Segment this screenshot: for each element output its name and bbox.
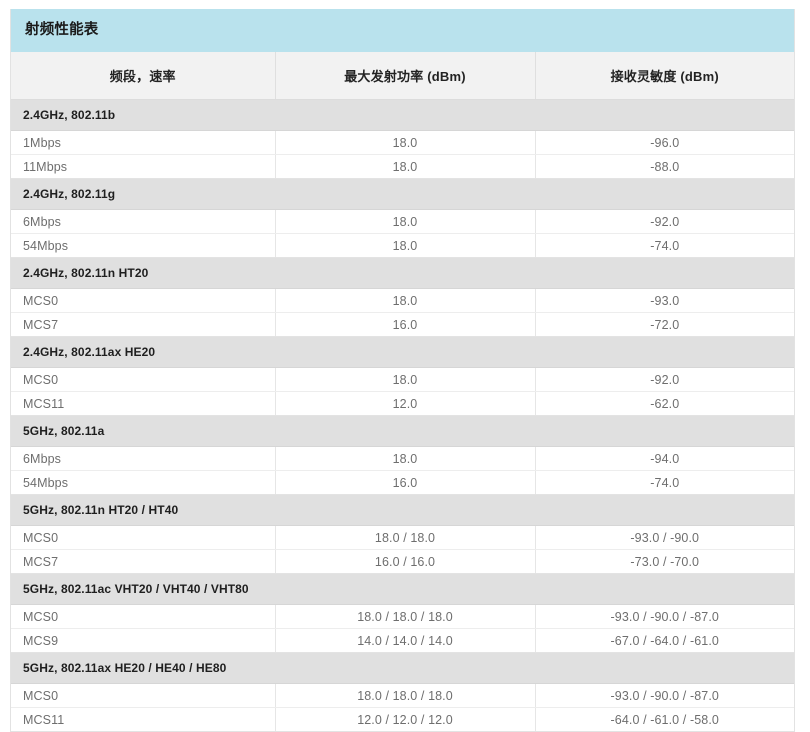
- column-header-max-tx-power: 最大发射功率 (dBm): [275, 52, 536, 100]
- column-header-band-rate: 频段，速率: [11, 52, 276, 100]
- cell-max-tx-power: 18.0 / 18.0: [275, 525, 536, 550]
- table-row: 1Mbps 18.0 -96.0: [11, 130, 794, 155]
- table-row: 54Mbps 16.0 -74.0: [11, 470, 794, 495]
- table-group-row: 2.4GHz, 802.11n HT20: [11, 257, 794, 289]
- cell-band-rate: MCS0: [11, 288, 276, 313]
- table-row: 11Mbps 18.0 -88.0: [11, 154, 794, 179]
- cell-band-rate: MCS7: [11, 549, 276, 574]
- cell-max-tx-power: 12.0 / 12.0 / 12.0: [275, 707, 536, 732]
- cell-max-tx-power: 16.0 / 16.0: [275, 549, 536, 574]
- table-group-row: 2.4GHz, 802.11ax HE20: [11, 336, 794, 368]
- table-row: MCS0 18.0 -92.0: [11, 367, 794, 392]
- table-group-label: 5GHz, 802.11ac VHT20 / VHT40 / VHT80: [11, 573, 794, 605]
- cell-band-rate: MCS7: [11, 312, 276, 337]
- table-group-row: 5GHz, 802.11ac VHT20 / VHT40 / VHT80: [11, 573, 794, 605]
- cell-max-tx-power: 18.0: [275, 446, 536, 471]
- cell-max-tx-power: 18.0 / 18.0 / 18.0: [275, 683, 536, 708]
- table-row: MCS7 16.0 -72.0: [11, 312, 794, 337]
- column-header-rx-sensitivity: 接收灵敏度 (dBm): [535, 52, 794, 100]
- cell-band-rate: 54Mbps: [11, 470, 276, 495]
- cell-rx-sensitivity: -72.0: [535, 312, 794, 337]
- cell-rx-sensitivity: -94.0: [535, 446, 794, 471]
- table-row: MCS0 18.0 / 18.0 / 18.0 -93.0 / -90.0 / -8…: [11, 683, 794, 708]
- cell-max-tx-power: 18.0: [275, 209, 536, 234]
- cell-max-tx-power: 16.0: [275, 470, 536, 495]
- table-group-row: 5GHz, 802.11ax HE20 / HE40 / HE80: [11, 652, 794, 684]
- table-group-row: 5GHz, 802.11a: [11, 415, 794, 447]
- cell-band-rate: 11Mbps: [11, 154, 276, 179]
- cell-max-tx-power: 18.0: [275, 233, 536, 258]
- table-row: MCS0 18.0 / 18.0 -93.0 / -90.0: [11, 525, 794, 550]
- table-body: 2.4GHz, 802.11b 1Mbps 18.0 -96.0 11Mbps 18.0-…: [11, 99, 794, 732]
- table-row: 54Mbps 18.0 -74.0: [11, 233, 794, 258]
- table-group-label: 5GHz, 802.11n HT20 / HT40: [11, 494, 794, 526]
- cell-rx-sensitivity: -93.0 / -90.0 / -87.0: [535, 683, 794, 708]
- cell-band-rate: MCS11: [11, 391, 276, 416]
- table-group-label: 2.4GHz, 802.11b: [11, 99, 794, 131]
- table-group-row: 2.4GHz, 802.11b: [11, 99, 794, 131]
- cell-band-rate: MCS11: [11, 707, 276, 732]
- cell-rx-sensitivity: -92.0: [535, 209, 794, 234]
- panel-title: 射频性能表: [11, 9, 794, 52]
- cell-max-tx-power: 18.0: [275, 154, 536, 179]
- cell-rx-sensitivity: -93.0 / -90.0: [535, 525, 794, 550]
- table-group-label: 2.4GHz, 802.11g: [11, 178, 794, 210]
- table-group-label: 5GHz, 802.11ax HE20 / HE40 / HE80: [11, 652, 794, 684]
- rf-performance-table: 频段，速率 最大发射功率 (dBm) 接收灵敏度 (dBm) 2.4GHz, 8…: [11, 52, 794, 732]
- table-group-label: 5GHz, 802.11a: [11, 415, 794, 447]
- cell-band-rate: 6Mbps: [11, 446, 276, 471]
- cell-rx-sensitivity: -88.0: [535, 154, 794, 179]
- cell-max-tx-power: 18.0: [275, 288, 536, 313]
- table-header: 频段，速率 最大发射功率 (dBm) 接收灵敏度 (dBm): [11, 52, 794, 100]
- table-group-label: 2.4GHz, 802.11n HT20: [11, 257, 794, 289]
- cell-band-rate: 54Mbps: [11, 233, 276, 258]
- cell-max-tx-power: 18.0 / 18.0 / 18.0: [275, 604, 536, 629]
- cell-max-tx-power: 18.0: [275, 130, 536, 155]
- cell-band-rate: 6Mbps: [11, 209, 276, 234]
- table-row: MCS9 14.0 / 14.0 / 14.0 -67.0 / -64.0 / -6…: [11, 628, 794, 653]
- table-row: MCS11 12.0 / 12.0 / 12.0 -64.0 / -61.0 / -…: [11, 707, 794, 732]
- cell-rx-sensitivity: -93.0 / -90.0 / -87.0: [535, 604, 794, 629]
- cell-max-tx-power: 18.0: [275, 367, 536, 392]
- cell-band-rate: MCS0: [11, 604, 276, 629]
- table-group-label: 2.4GHz, 802.11ax HE20: [11, 336, 794, 368]
- cell-band-rate: MCS0: [11, 525, 276, 550]
- table-group-row: 5GHz, 802.11n HT20 / HT40: [11, 494, 794, 526]
- rf-performance-panel: 射频性能表 频段，速率 最大发射功率 (dBm) 接收灵敏度 (dBm) 2.4…: [10, 9, 795, 732]
- cell-rx-sensitivity: -96.0: [535, 130, 794, 155]
- cell-band-rate: MCS0: [11, 683, 276, 708]
- cell-rx-sensitivity: -62.0: [535, 391, 794, 416]
- table-row: 6Mbps 18.0 -94.0: [11, 446, 794, 471]
- cell-band-rate: MCS9: [11, 628, 276, 653]
- table-group-row: 2.4GHz, 802.11g: [11, 178, 794, 210]
- cell-max-tx-power: 12.0: [275, 391, 536, 416]
- cell-rx-sensitivity: -64.0 / -61.0 / -58.0: [535, 707, 794, 732]
- cell-rx-sensitivity: -74.0: [535, 233, 794, 258]
- cell-rx-sensitivity: -67.0 / -64.0 / -61.0: [535, 628, 794, 653]
- cell-rx-sensitivity: -92.0: [535, 367, 794, 392]
- table-header-row: 频段，速率 最大发射功率 (dBm) 接收灵敏度 (dBm): [11, 52, 794, 100]
- cell-rx-sensitivity: -93.0: [535, 288, 794, 313]
- cell-rx-sensitivity: -74.0: [535, 470, 794, 495]
- table-row: MCS11 12.0 -62.0: [11, 391, 794, 416]
- cell-band-rate: 1Mbps: [11, 130, 276, 155]
- cell-band-rate: MCS0: [11, 367, 276, 392]
- cell-max-tx-power: 14.0 / 14.0 / 14.0: [275, 628, 536, 653]
- table-row: MCS0 18.0 -93.0: [11, 288, 794, 313]
- table-row: 6Mbps 18.0 -92.0: [11, 209, 794, 234]
- cell-max-tx-power: 16.0: [275, 312, 536, 337]
- table-row: MCS0 18.0 / 18.0 / 18.0 -93.0 / -90.0 / -8…: [11, 604, 794, 629]
- cell-rx-sensitivity: -73.0 / -70.0: [535, 549, 794, 574]
- table-row: MCS7 16.0 / 16.0 -73.0 / -70.0: [11, 549, 794, 574]
